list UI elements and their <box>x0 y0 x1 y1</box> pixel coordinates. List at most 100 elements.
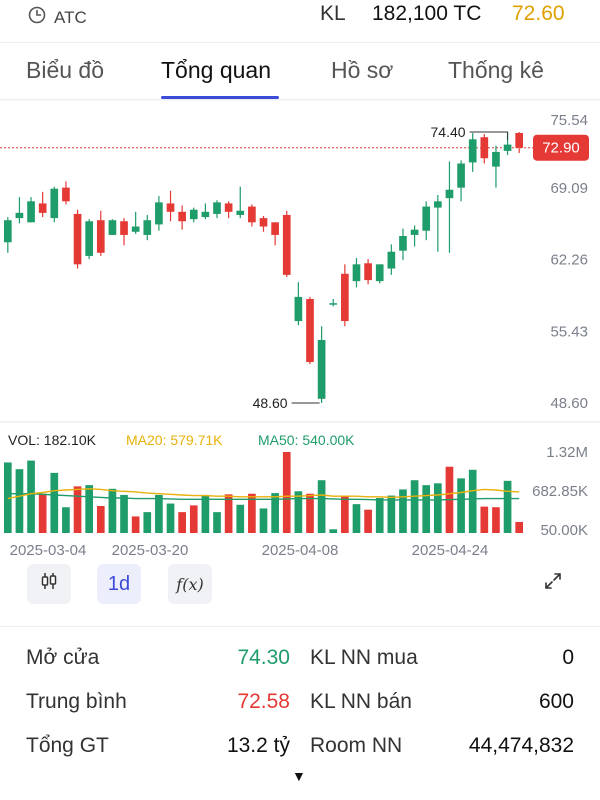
stat-label-average: Trung bình <box>26 690 127 713</box>
candle-body <box>294 296 303 322</box>
price-chart[interactable]: 75.54 69.09 62.26 55.43 48.60 72.90 74.40 48.60… <box>0 100 600 560</box>
volume-bar <box>422 485 431 533</box>
price-tick-label: 75.54 <box>550 112 588 129</box>
candle-body <box>236 210 245 215</box>
volume-bar <box>120 494 128 533</box>
volume-bar <box>3 462 12 533</box>
candle-body <box>515 133 524 148</box>
stat-label-foreign-sell: KL NN bán <box>310 690 412 713</box>
candle-body <box>189 209 198 220</box>
expand-button[interactable] <box>531 564 575 604</box>
tab-chart[interactable]: Biểu đồ <box>26 57 105 83</box>
tab-overview[interactable]: Tổng quan <box>161 57 271 83</box>
candle-body <box>422 206 431 231</box>
volume-bar <box>492 507 500 533</box>
candle-body <box>375 264 384 282</box>
volume-bar <box>108 488 117 533</box>
volume-bar <box>178 512 186 533</box>
candle-body <box>341 273 349 322</box>
candle-body <box>50 188 59 219</box>
volume-bar <box>515 521 524 533</box>
candle-body <box>15 212 24 219</box>
volume-bar <box>201 494 210 533</box>
stat-value-foreign-room: 44,474,832 <box>468 734 574 757</box>
volume-bar <box>155 494 163 533</box>
date-tick-label: 2025-04-24 <box>412 542 489 559</box>
candle-body <box>96 220 105 253</box>
section-divider <box>0 626 600 627</box>
tab-statistics[interactable]: Thống kê <box>448 57 544 83</box>
volume-bar <box>15 469 24 533</box>
clock-icon <box>28 6 46 29</box>
date-tick-label: 2025-04-08 <box>262 542 339 559</box>
stat-label-total-value: Tổng GT <box>26 734 109 757</box>
volume-bar <box>27 460 35 533</box>
stat-value-foreign-sell: 600 <box>538 690 574 713</box>
header-bar: ATC KL 182,100 TC 72.60 <box>0 0 600 40</box>
candle-body <box>352 264 361 282</box>
volume-bar <box>236 504 245 533</box>
tab-bar: Biểu đồ Tổng quan Hồ sơ Thống kê <box>0 42 600 100</box>
volume-bar <box>38 493 47 533</box>
candle-body <box>108 220 117 235</box>
volume-bar <box>468 469 477 533</box>
candle-body <box>468 139 477 163</box>
active-tab-indicator <box>161 96 279 99</box>
stat-value-average: 72.58 <box>237 690 290 713</box>
candle-body <box>143 220 152 235</box>
date-tick-label: 2025-03-04 <box>10 542 87 559</box>
candle-body <box>178 211 186 222</box>
volume-bar <box>189 505 198 533</box>
volume-bar <box>317 480 326 533</box>
candle-body <box>213 202 221 214</box>
candle-body <box>73 213 82 265</box>
volume-bar <box>364 509 372 533</box>
candle-body <box>329 303 338 305</box>
indicator-button[interactable]: f(x) <box>168 564 212 604</box>
period-button[interactable]: 1d <box>97 564 141 604</box>
price-tick-label: 69.09 <box>550 180 588 197</box>
current-price-tag <box>533 134 589 161</box>
volume-bar <box>306 493 314 533</box>
volume-bar <box>62 507 70 533</box>
stat-label-foreign-buy: KL NN mua <box>310 646 418 669</box>
ma20-line <box>7 488 520 500</box>
volume-bar <box>282 452 291 533</box>
candle-body <box>62 187 70 202</box>
high-annotation-label: 74.40 <box>431 124 466 140</box>
volume-bar <box>457 478 465 533</box>
current-price-label: 72.90 <box>542 140 580 157</box>
price-tick-label: 62.26 <box>550 252 588 269</box>
volume-tick-label: 682.85K <box>532 483 588 500</box>
candle-body <box>27 201 35 223</box>
candle-body <box>131 226 140 232</box>
candle-body <box>3 220 12 243</box>
candle-body <box>224 203 233 212</box>
tab-profile[interactable]: Hồ sơ <box>331 57 394 83</box>
chart-type-button[interactable] <box>27 564 71 604</box>
volume-tick-label: 50.00K <box>540 522 588 539</box>
volume-bar <box>433 483 442 533</box>
volume-bar <box>375 498 384 533</box>
volume-bar <box>143 512 152 533</box>
candle-body <box>155 202 163 225</box>
stats-panel: Mở cửa 74.30 KL NN mua 0 Trung bình 72.5… <box>0 628 600 788</box>
candle-body <box>201 211 210 218</box>
volume-bar <box>96 506 105 533</box>
volume-legend-ma20: MA20: 579.71K <box>126 432 223 448</box>
volume-bar <box>131 516 140 533</box>
candle-body <box>317 339 326 399</box>
expand-stats-caret-icon[interactable]: ▼ <box>292 768 306 784</box>
session-label: ATC <box>54 7 87 27</box>
stat-value-open: 74.30 <box>237 646 290 669</box>
volume-bar <box>213 512 221 533</box>
volume-legend-vol: VOL: 182.10K <box>8 432 97 448</box>
candle-body <box>433 201 442 208</box>
high-annotation-line <box>469 131 509 140</box>
volume-bar <box>259 508 268 533</box>
candle-body <box>248 206 256 223</box>
ma50-line <box>7 493 520 501</box>
volume-bar <box>166 503 175 533</box>
volume-bar <box>224 494 233 533</box>
price-tick-label: 48.60 <box>550 395 588 412</box>
